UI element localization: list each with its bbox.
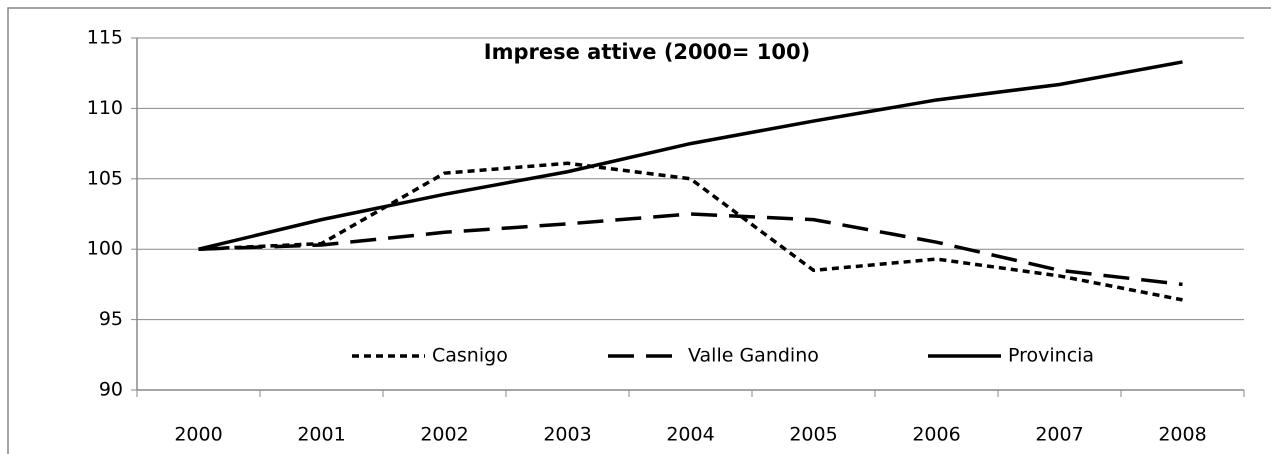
series-line xyxy=(198,212,1183,287)
chart-frame xyxy=(7,7,1271,454)
x-tick-label: 2004 xyxy=(666,424,714,446)
series-line xyxy=(198,161,1183,302)
y-tick-label: 105 xyxy=(87,167,123,189)
legend-label: Casnigo xyxy=(432,345,508,367)
x-tick-label: 2000 xyxy=(174,424,222,446)
y-tick-label: 115 xyxy=(87,27,123,49)
x-tick-label: 2006 xyxy=(912,424,960,446)
series-line xyxy=(198,60,1183,251)
y-tick-label: 95 xyxy=(99,308,123,330)
legend-label: Valle Gandino xyxy=(688,345,819,367)
y-tick-label: 100 xyxy=(87,238,123,260)
y-tick-label: 90 xyxy=(99,379,123,401)
x-tick-label: 2002 xyxy=(420,424,468,446)
chart-title: Imprese attive (2000= 100) xyxy=(484,40,810,64)
x-tick-label: 2001 xyxy=(297,424,345,446)
legend-label: Provincia xyxy=(1008,345,1094,367)
x-tick-label: 2007 xyxy=(1035,424,1083,446)
x-tick-label: 2008 xyxy=(1158,424,1206,446)
x-tick-label: 2005 xyxy=(789,424,837,446)
y-tick-label: 110 xyxy=(87,97,123,119)
x-tick-label: 2003 xyxy=(543,424,591,446)
